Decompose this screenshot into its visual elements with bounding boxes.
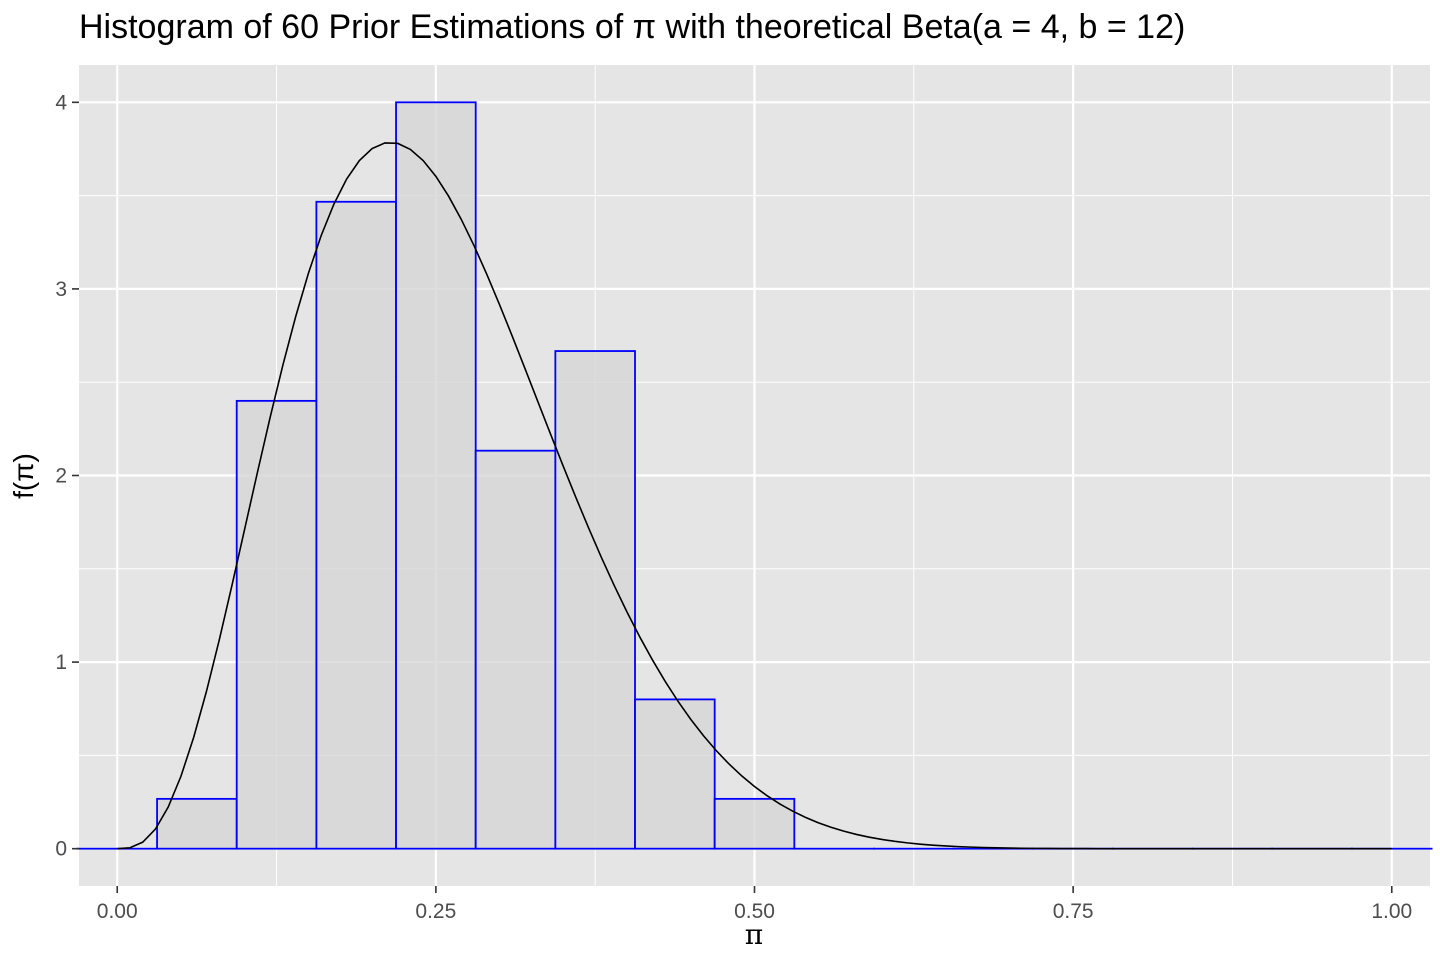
- x-tick-label: 0.25: [415, 900, 456, 923]
- histogram-bar: [474, 449, 557, 850]
- histogram-bar: [713, 797, 796, 850]
- y-tick-label: 0: [55, 838, 67, 861]
- histogram-bar: [634, 698, 716, 850]
- x-tick-label: 0.50: [734, 900, 775, 923]
- x-axis-title: π: [745, 918, 763, 951]
- histogram-bar: [315, 200, 397, 850]
- beta-density-curve: [117, 142, 1392, 850]
- x-axis-ticks: 0.00 0.25 0.50 0.75 1.00: [97, 886, 1412, 923]
- histogram-bar: [554, 350, 636, 850]
- chart-title: Histogram of 60 Prior Estimations of π w…: [79, 8, 1185, 46]
- y-axis-ticks: 0 1 2 3 4: [55, 91, 79, 861]
- x-tick-label: 1.00: [1371, 900, 1412, 923]
- y-tick-label: 2: [55, 465, 67, 488]
- y-axis-title: f(π): [8, 453, 39, 499]
- x-tick-label: 0.75: [1053, 900, 1094, 923]
- y-tick-label: 4: [55, 91, 67, 114]
- histogram-bar: [395, 101, 477, 850]
- y-tick-label: 3: [55, 278, 67, 301]
- histogram-bar: [235, 399, 318, 850]
- y-tick-label: 1: [55, 651, 67, 674]
- x-tick-label: 0.00: [97, 900, 138, 923]
